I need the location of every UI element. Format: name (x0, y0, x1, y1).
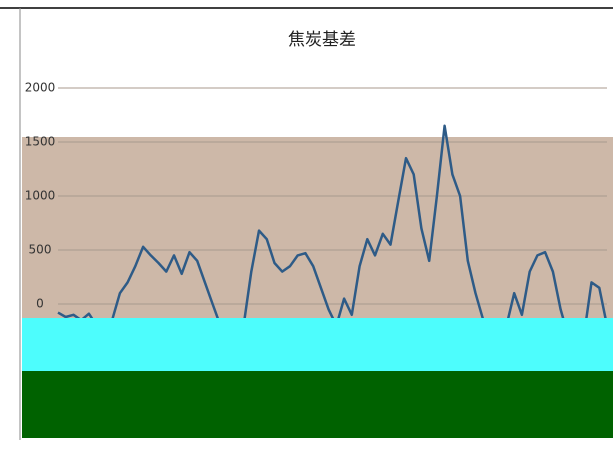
chart-title: 焦炭基差 (288, 30, 356, 50)
plot-background (22, 137, 613, 319)
y-tick-label: 2000 (25, 81, 56, 95)
y-tick-label: 1000 (25, 189, 56, 203)
glitch-block (22, 318, 613, 371)
y-tick-label: 0 (36, 297, 44, 311)
y-tick-label: 1500 (25, 135, 56, 149)
glitch-block (22, 371, 613, 438)
y-tick-label: 500 (29, 243, 52, 257)
data-line (57, 124, 609, 349)
